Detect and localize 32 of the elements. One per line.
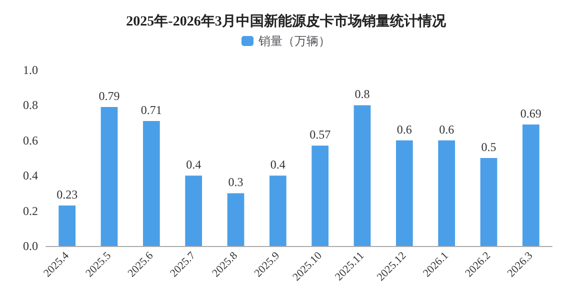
bar <box>142 121 160 246</box>
bar <box>480 158 498 246</box>
bar <box>312 146 329 246</box>
data-label: 0.69 <box>520 106 542 121</box>
y-tick-label: 0.6 <box>23 133 38 148</box>
bar <box>58 206 76 246</box>
bar <box>354 105 371 246</box>
bar <box>522 124 540 246</box>
data-label: 0.8 <box>354 87 370 102</box>
y-tick-label: 0.2 <box>23 204 38 218</box>
bar <box>185 176 202 246</box>
data-label: 0.3 <box>228 175 244 190</box>
data-label: 0.6 <box>396 122 412 136</box>
y-tick-label: 0.4 <box>23 168 38 183</box>
data-label: 0.4 <box>186 158 202 172</box>
data-label: 0.23 <box>56 188 78 202</box>
data-label: 0.57 <box>310 128 331 142</box>
bar <box>396 140 413 246</box>
chart-title: 2025年-2026年3月中国新能源皮卡市场销量统计情况 <box>126 12 447 30</box>
data-label: 0.6 <box>439 122 454 136</box>
bar <box>269 176 286 246</box>
data-label: 0.5 <box>481 140 496 154</box>
data-label: 0.79 <box>98 88 120 103</box>
y-tick-label: 0.8 <box>23 98 38 112</box>
bar <box>100 106 118 246</box>
bar <box>438 140 456 246</box>
legend-label: 销量（万辆） <box>258 34 330 48</box>
y-tick-label: 0.0 <box>23 239 38 253</box>
bar <box>227 193 244 246</box>
data-label: 0.4 <box>270 158 286 172</box>
y-tick-label: 1.0 <box>23 63 38 77</box>
data-label: 0.71 <box>140 103 162 118</box>
